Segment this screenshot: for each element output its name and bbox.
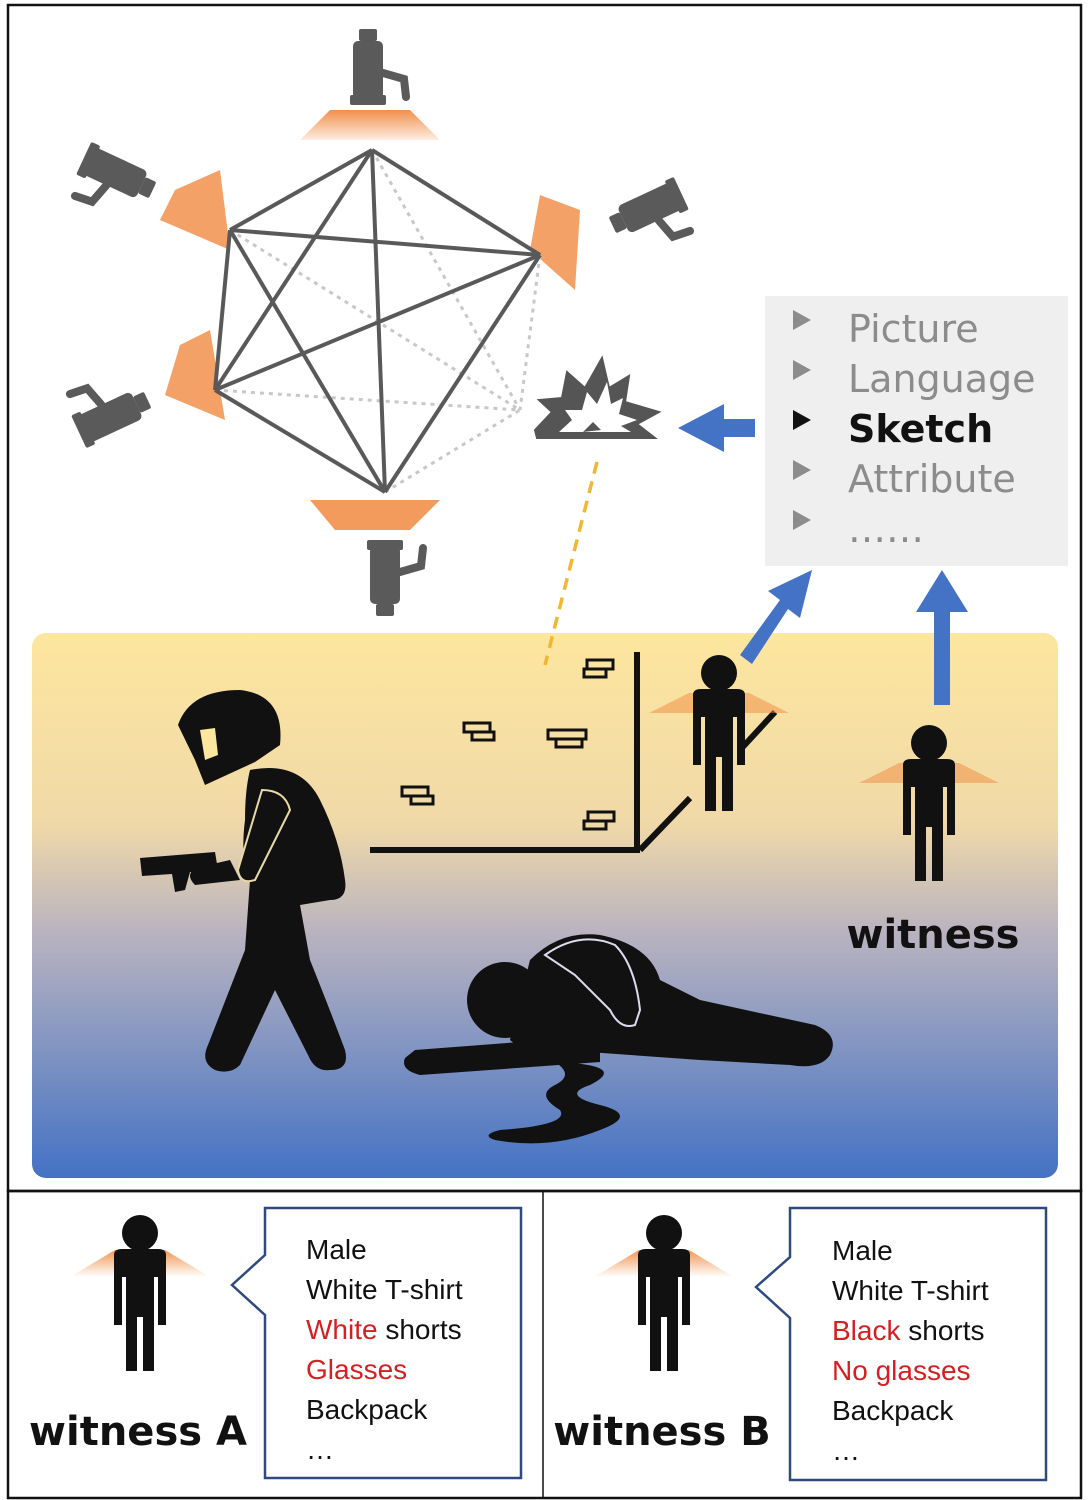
witness_b-attribute-3: No glasses [832, 1355, 971, 1386]
menu-bullet-icon [793, 310, 811, 330]
explosion-link-dashed [543, 461, 599, 666]
witness-a-label: witness A [29, 1409, 247, 1455]
camera-icon-upper-right [605, 177, 698, 260]
menu-item-4: …… [848, 507, 924, 551]
witness-b-panel: witness B Male White T-shirt Black shorts N… [553, 1206, 1048, 1482]
wall-lines [370, 652, 778, 853]
menu-bullet-icon [793, 410, 811, 430]
witness-b-attributes: Male White T-shirt Black shorts No glasses B… [832, 1235, 989, 1466]
witness_a-attribute-4: Backpack [306, 1394, 428, 1425]
witness-a-speech-bubble [230, 1206, 523, 1480]
camera-cone-upper-left [160, 170, 230, 250]
witness_b-attribute-5: … [832, 1435, 860, 1466]
witness-b-icon [594, 1215, 734, 1371]
camera-icon-bottom [367, 540, 423, 616]
witness_a-attribute-2: White shorts [306, 1314, 462, 1345]
wall-bricks [400, 658, 616, 831]
camera-icon-top [350, 29, 406, 105]
witness-right-icon [859, 725, 999, 881]
witness-a-panel: witness A Male White T-shirt White shorts G… [29, 1206, 523, 1480]
witness_a-attribute-3: Glasses [306, 1354, 407, 1385]
camera-cone-top [300, 110, 440, 140]
arrow-up-icon [916, 570, 968, 705]
crime-scene: witness [32, 461, 1058, 1178]
network-solid-edges [213, 148, 542, 494]
witness_b-attribute-1: White T-shirt [832, 1275, 989, 1306]
bottom-panel-frame [6, 1189, 1083, 1500]
menu-item-1: Language [848, 357, 1036, 401]
scene-witness-label: witness [846, 912, 1019, 958]
arrow-diagonal-icon [740, 570, 812, 664]
menu-bullet-icon [793, 360, 811, 380]
modality-menu: Picture Language Sketch Attribute …… [765, 296, 1068, 566]
camera-cone-bottom [310, 500, 440, 530]
witness-b-label: witness B [553, 1409, 770, 1455]
network-dashed-edges [214, 149, 542, 494]
menu-bullet-icon [793, 460, 811, 480]
witness-arrows [740, 570, 968, 705]
camera-network [63, 29, 698, 616]
witness_b-attribute-0: Male [832, 1235, 893, 1266]
witness_a-attribute-0: Male [306, 1234, 367, 1265]
menu-item-2: Sketch [848, 407, 993, 451]
witness-near-wall-icon [649, 655, 789, 811]
witness_b-attribute-4: Backpack [832, 1395, 954, 1426]
camera-icon-lower-left [63, 365, 156, 448]
arrow-left-icon [678, 404, 755, 452]
menu-bullet-icon [793, 510, 811, 530]
witness_a-attribute-1: White T-shirt [306, 1274, 463, 1305]
victim-icon [404, 934, 833, 1144]
camera-cone-upper-right [530, 195, 580, 290]
explosion-icon [533, 355, 662, 439]
witness-a-icon [70, 1215, 210, 1371]
menu-item-3: Attribute [848, 457, 1016, 501]
witness-b-speech-bubble [754, 1206, 1048, 1482]
menu-item-0: Picture [848, 307, 979, 351]
witness_b-attribute-2: Black shorts [832, 1315, 985, 1346]
witness_a-attribute-5: … [306, 1434, 334, 1465]
camera-icon-upper-left [68, 142, 161, 225]
armed-suspect-icon [140, 690, 346, 1072]
camera-cone-lower-left [165, 330, 225, 420]
witness-a-attributes: Male White T-shirt White shorts Glasses Back… [306, 1234, 463, 1465]
modality-menu-bg [765, 296, 1068, 566]
